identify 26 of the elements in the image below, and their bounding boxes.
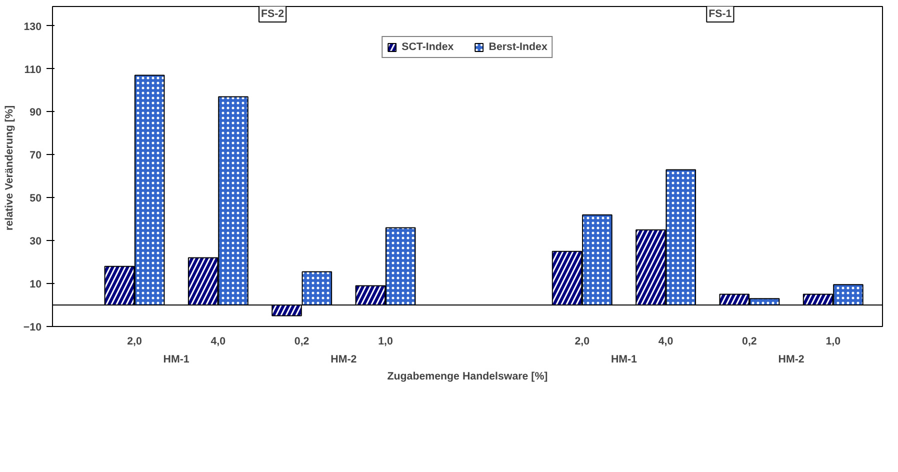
y-tick-label: 130 <box>24 20 42 33</box>
x-tick-label: 0,2 <box>742 336 757 348</box>
y-tick-label: 90 <box>30 106 42 119</box>
y-tick-label: 10 <box>30 278 42 291</box>
x-tick-label: 2,0 <box>127 336 142 348</box>
x-tick-label: 4,0 <box>658 336 674 348</box>
x-tick-label: 1,0 <box>378 336 393 348</box>
x-tick-label: 1,0 <box>826 336 841 348</box>
text: HM-2 <box>778 354 804 366</box>
text: HM-2 <box>330 354 357 366</box>
legend-label: Berst-Index <box>488 41 548 53</box>
text: HM-1 <box>610 354 638 366</box>
y-tick-label: 110 <box>24 64 42 76</box>
x-tick-label: 4,0 <box>210 336 226 348</box>
x-tick-label: 0,2 <box>294 336 310 348</box>
y-tick-label: 30 <box>30 236 42 248</box>
text: HM-1 <box>163 354 190 366</box>
y-tick-label: 70 <box>30 150 42 162</box>
legend-label: SCT-Index <box>402 41 454 53</box>
annotation: FS-1 <box>708 8 732 20</box>
y-axis-title: relative Veränderung [%] <box>3 105 16 230</box>
y-tick-label: 50 <box>30 192 42 205</box>
annotation: FS-2 <box>261 8 284 20</box>
x-tick-label: 2,0 <box>574 336 590 348</box>
x-axis-title: Zugabemenge Handelsware [%] <box>387 370 548 382</box>
y-tick-label: −10 <box>23 322 42 334</box>
